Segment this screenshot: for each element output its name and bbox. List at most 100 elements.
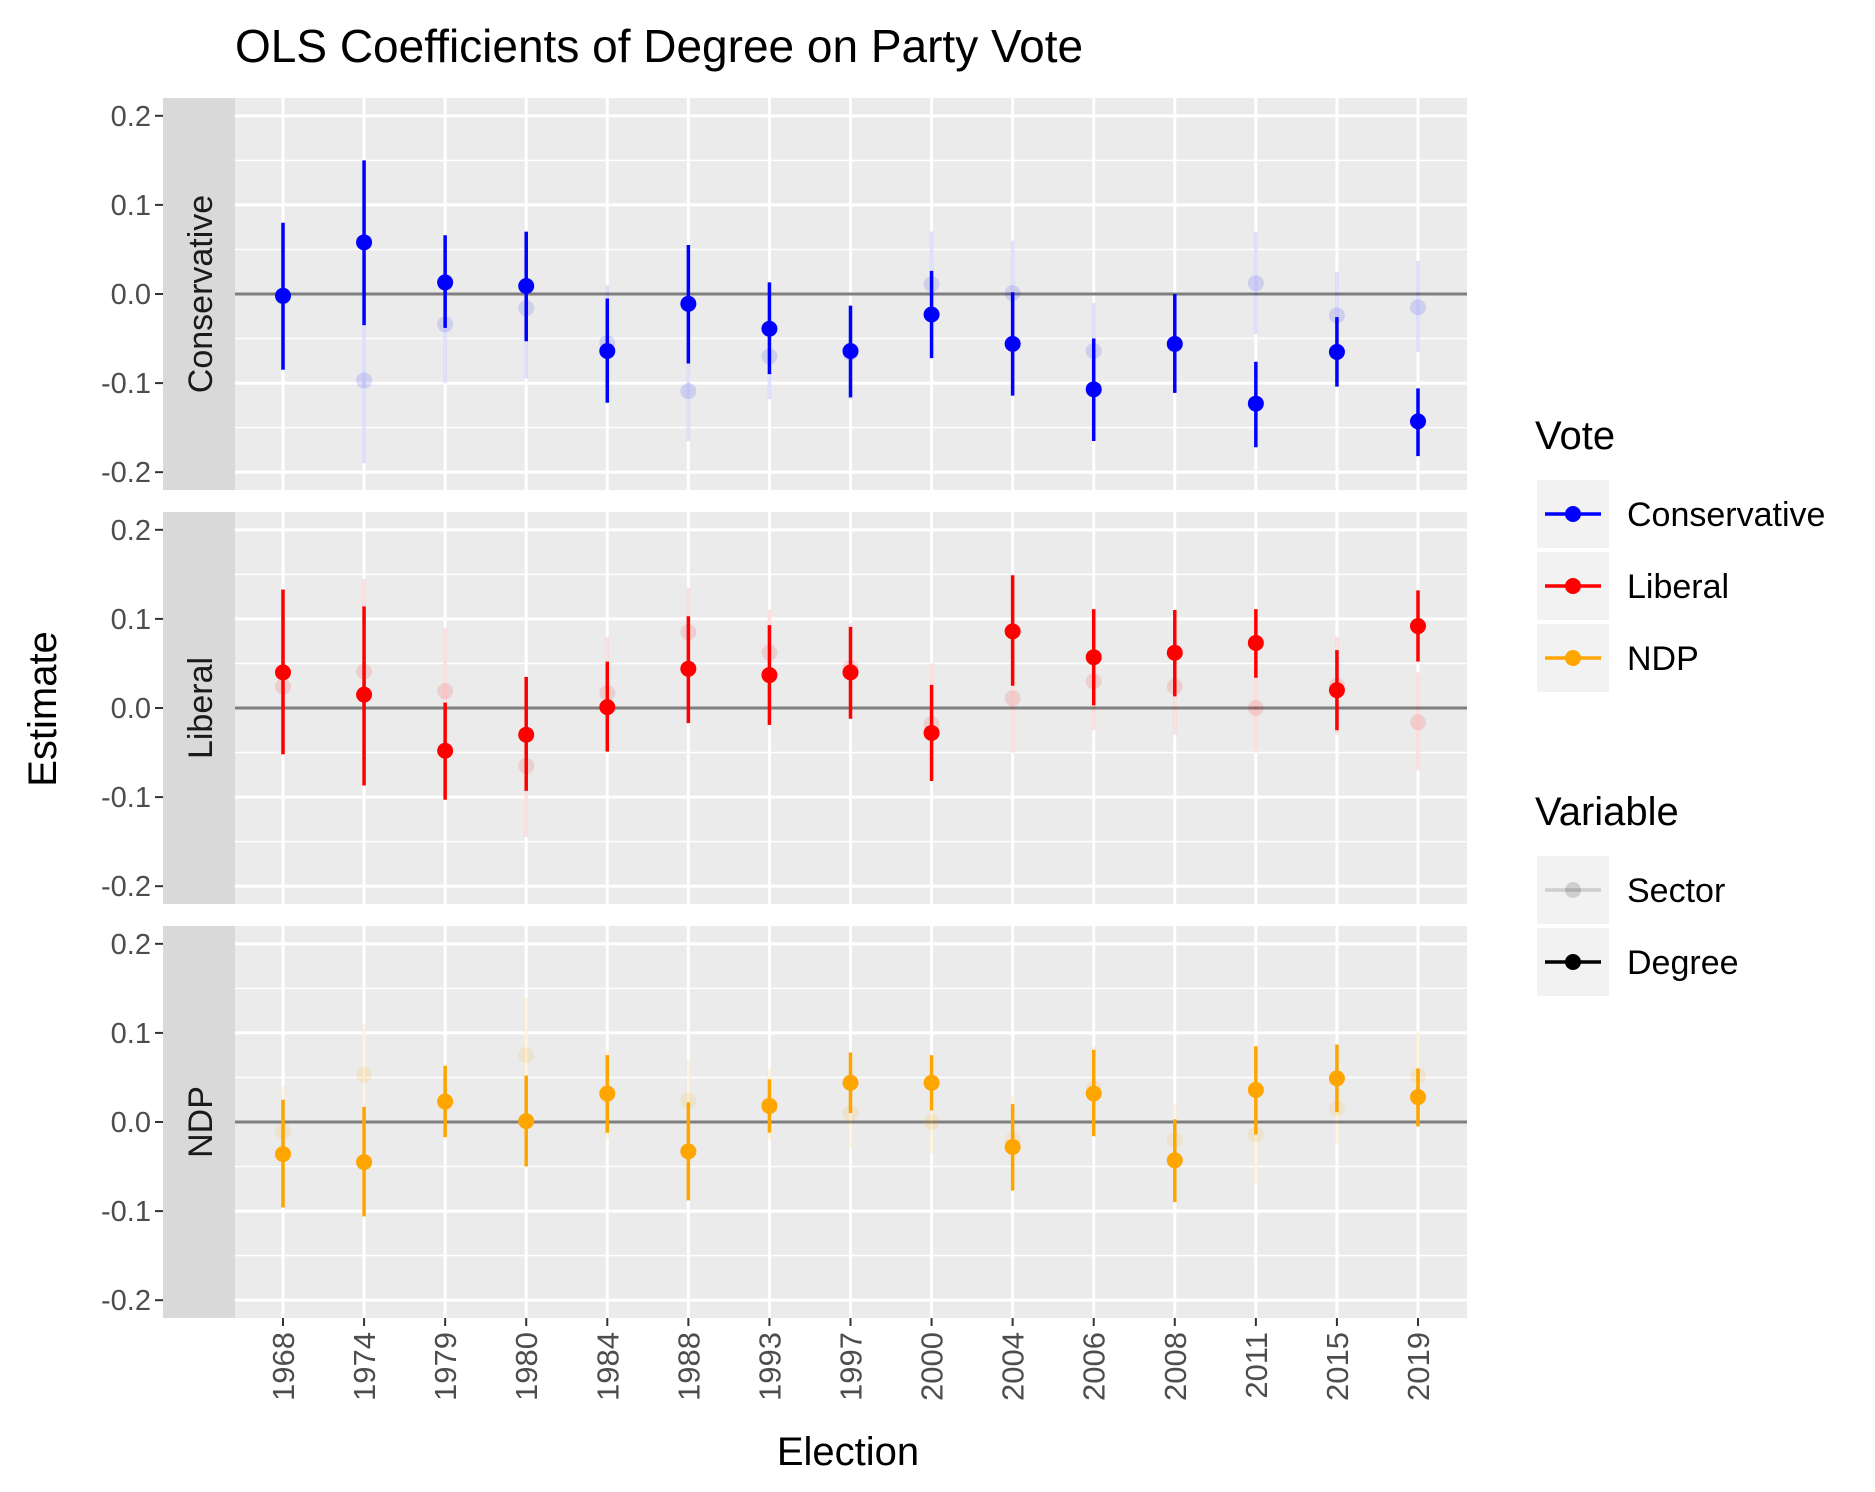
y-tick-label: 0.2 [111, 929, 151, 961]
x-axis-title: Election [777, 1430, 919, 1474]
sector-point-liberal-1979 [437, 683, 454, 700]
degree-point-ndp-1993 [761, 1097, 778, 1114]
chart-title: OLS Coefficients of Degree on Party Vote [235, 20, 1083, 72]
legend-label-ndp: NDP [1627, 640, 1699, 678]
x-tick-label-1968: 1968 [266, 1332, 301, 1401]
sector-point-liberal-2019 [1410, 714, 1426, 731]
degree-point-conservative-2004 [1004, 335, 1021, 352]
x-tick-label-1979: 1979 [428, 1332, 463, 1401]
sector-point-liberal-2004 [1004, 690, 1021, 707]
degree-point-conservative-1974 [356, 234, 373, 251]
degree-point-ndp-2011 [1247, 1081, 1264, 1098]
sector-point-conservative-1974 [356, 372, 373, 389]
degree-point-ndp-1988 [680, 1143, 697, 1160]
degree-point-conservative-2006 [1085, 381, 1102, 398]
legend-label-liberal: Liberal [1627, 568, 1729, 606]
degree-point-ndp-1974 [356, 1154, 373, 1171]
y-tick-label: -0.1 [101, 1196, 151, 1228]
legend-item-ndp: NDP [1537, 624, 1699, 692]
sector-point-liberal-2011 [1247, 700, 1264, 716]
degree-point-liberal-1974 [356, 686, 373, 703]
x-tick-label-2006: 2006 [1077, 1332, 1112, 1401]
sector-point-ndp-1988 [680, 1092, 697, 1109]
degree-point-conservative-1979 [437, 274, 454, 291]
x-tick-label-1984: 1984 [590, 1332, 625, 1401]
legends: Vote Conservative Liberal NDP Variable Sector… [1535, 414, 1825, 996]
legend-variable: Variable Sector Degree [1535, 790, 1739, 996]
legend-title-vote: Vote [1535, 414, 1615, 458]
legend-item-conservative: Conservative [1537, 480, 1825, 548]
x-tick-label-1988: 1988 [671, 1332, 706, 1401]
x-tick-label-1997: 1997 [834, 1332, 869, 1401]
degree-point-conservative-2011 [1247, 395, 1264, 412]
x-tick-label-2019: 2019 [1401, 1332, 1436, 1401]
y-tick-label: 0.1 [111, 1018, 151, 1050]
legend-key-point [1565, 650, 1581, 666]
legend-item-sector: Sector [1537, 856, 1725, 924]
degree-point-ndp-1984 [599, 1085, 616, 1102]
sector-point-conservative-2015 [1328, 307, 1345, 324]
degree-point-conservative-2000 [923, 306, 940, 323]
sector-point-conservative-2019 [1410, 299, 1426, 316]
y-tick-label: 0.0 [111, 693, 151, 725]
legend-key-background [1537, 856, 1609, 924]
legend-item-liberal: Liberal [1537, 552, 1729, 620]
degree-point-ndp-2015 [1328, 1070, 1345, 1087]
degree-point-liberal-2004 [1004, 623, 1021, 640]
degree-point-conservative-2015 [1328, 343, 1345, 360]
x-tick-label-2015: 2015 [1320, 1332, 1355, 1401]
facet-panels: Conservative -0.2 -0.1 0.0 0.1 0.2 Liberal -0.2… [101, 98, 1467, 1318]
legend-item-degree: Degree [1537, 928, 1739, 996]
y-tick-label: -0.1 [101, 368, 151, 400]
degree-point-liberal-2008 [1166, 644, 1183, 661]
x-tick-label-2004: 2004 [996, 1332, 1031, 1401]
degree-point-conservative-1984 [599, 343, 616, 360]
facet-strip-ndp [163, 926, 235, 1318]
degree-point-ndp-2000 [923, 1074, 940, 1091]
degree-point-ndp-1997 [842, 1074, 859, 1091]
y-tick-label: 0.2 [111, 101, 151, 133]
degree-point-liberal-1968 [275, 664, 291, 681]
sector-point-ndp-1980 [518, 1047, 535, 1064]
facet-label-ndp: NDP [182, 1086, 220, 1158]
degree-point-conservative-2008 [1166, 335, 1183, 352]
degree-point-liberal-2015 [1328, 682, 1345, 699]
degree-point-liberal-1993 [761, 667, 778, 684]
degree-point-liberal-2019 [1410, 618, 1426, 635]
degree-point-liberal-2000 [923, 724, 940, 741]
x-axis: 1968 1974 1979 1980 1984 1988 1993 1997 2000 2004… [266, 1318, 1436, 1401]
degree-point-liberal-1980 [518, 726, 535, 743]
legend-key-point [1565, 506, 1581, 522]
degree-point-liberal-1988 [680, 660, 697, 677]
y-tick-label: 0.2 [111, 515, 151, 547]
legend-label-degree: Degree [1627, 944, 1739, 982]
degree-point-liberal-2011 [1247, 634, 1264, 651]
degree-point-conservative-2019 [1410, 413, 1426, 430]
y-tick-label: 0.1 [111, 604, 151, 636]
legend-key-point [1565, 578, 1581, 594]
y-tick-label: -0.2 [101, 871, 151, 903]
degree-point-ndp-2019 [1410, 1089, 1426, 1106]
degree-point-liberal-1997 [842, 664, 859, 681]
facet-strip-liberal [163, 512, 235, 904]
y-tick-label: 0.0 [111, 279, 151, 311]
x-tick-label-1993: 1993 [752, 1332, 787, 1401]
legend-label-sector: Sector [1627, 872, 1725, 910]
degree-point-liberal-2006 [1085, 649, 1102, 666]
facet-label-conservative: Conservative [182, 195, 220, 393]
y-tick-label: -0.1 [101, 782, 151, 814]
facet-label-liberal: Liberal [182, 657, 220, 759]
legend-key-point [1565, 882, 1581, 898]
sector-point-ndp-1974 [356, 1066, 373, 1083]
degree-point-ndp-2008 [1166, 1152, 1183, 1169]
degree-point-conservative-1997 [842, 343, 859, 360]
x-tick-label-2008: 2008 [1158, 1332, 1193, 1401]
y-axis-title: Estimate [21, 631, 65, 787]
degree-point-conservative-1968 [275, 287, 291, 304]
panel-liberal: Liberal -0.2 -0.1 0.0 0.1 0.2 [101, 512, 1467, 904]
x-tick-label-2011: 2011 [1239, 1332, 1274, 1399]
legend-vote: Vote Conservative Liberal NDP [1535, 414, 1825, 692]
panel-ndp: NDP -0.2 -0.1 0.0 0.1 0.2 [101, 926, 1467, 1318]
